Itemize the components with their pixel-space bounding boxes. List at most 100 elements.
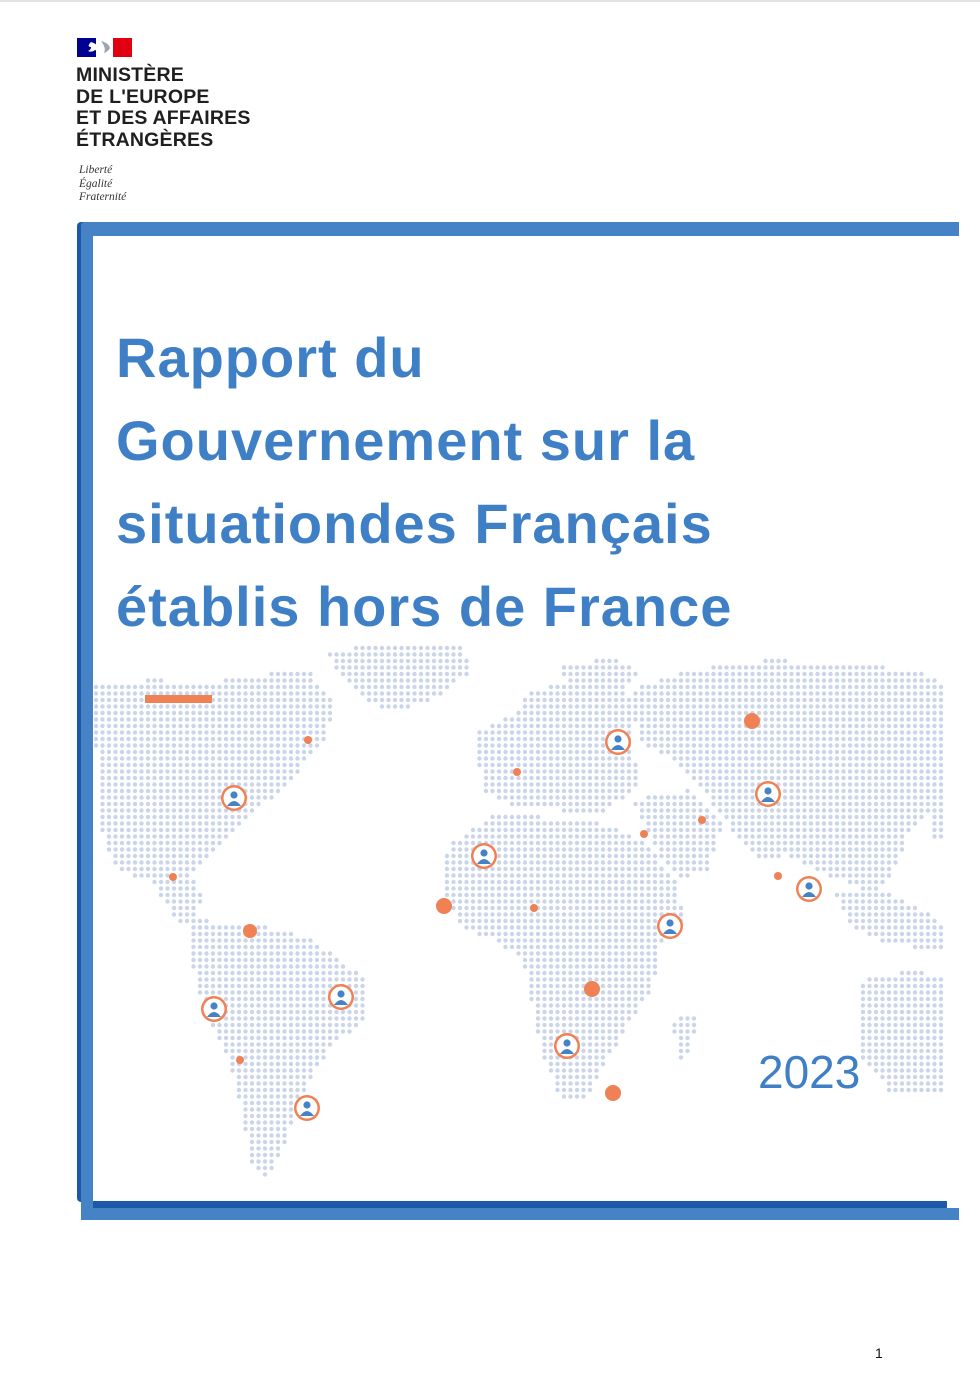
map-dot xyxy=(197,847,203,852)
map-dot xyxy=(106,788,112,794)
map-dot xyxy=(256,1022,261,1028)
map-dot xyxy=(581,892,586,898)
map-dot xyxy=(191,912,196,917)
map-dot xyxy=(210,951,216,956)
map-dot xyxy=(262,957,268,963)
map-dot xyxy=(795,775,801,781)
map-dot xyxy=(893,697,898,703)
map-dot xyxy=(535,717,541,722)
map-dot xyxy=(600,730,606,735)
map-dot xyxy=(191,847,196,852)
map-dot xyxy=(230,775,235,781)
map-dot xyxy=(620,762,625,768)
map-dot xyxy=(288,762,294,768)
map-dot xyxy=(873,684,879,690)
map-dot xyxy=(106,684,112,690)
map-dot xyxy=(841,905,846,911)
map-dot xyxy=(854,879,859,885)
map-dot xyxy=(756,756,762,761)
map-dot xyxy=(815,678,820,683)
map-dot xyxy=(542,697,547,703)
map-dot xyxy=(106,769,112,774)
map-dot xyxy=(886,736,892,742)
map-dot xyxy=(893,1003,898,1008)
map-dot xyxy=(236,704,242,709)
map-dot xyxy=(847,769,853,774)
map-dot xyxy=(178,827,183,833)
map-dot xyxy=(633,931,638,937)
map-dot xyxy=(912,782,918,787)
map-dot xyxy=(633,847,638,852)
map-dot xyxy=(555,691,560,696)
map-dot xyxy=(704,808,710,813)
map-dot xyxy=(373,684,378,690)
map-dot xyxy=(860,684,866,690)
map-dot xyxy=(542,866,547,872)
map-dot xyxy=(756,678,762,683)
map-dot xyxy=(249,1003,255,1008)
map-dot xyxy=(633,925,638,930)
map-dot xyxy=(93,697,99,703)
map-dot xyxy=(542,691,547,696)
map-dot xyxy=(607,951,612,956)
map-dot xyxy=(867,1061,872,1067)
map-dot xyxy=(152,769,157,774)
map-dot xyxy=(243,1022,248,1028)
map-dot xyxy=(230,1009,235,1015)
map-dot xyxy=(873,814,879,820)
map-dot xyxy=(821,691,827,696)
map-dot xyxy=(880,769,885,774)
map-dot xyxy=(880,762,885,768)
map-dot xyxy=(808,795,814,800)
map-dot xyxy=(639,736,645,742)
map-dot xyxy=(165,782,170,787)
map-dot xyxy=(880,990,885,995)
map-dot xyxy=(672,905,677,911)
map-dot xyxy=(906,1074,911,1080)
map-dot xyxy=(217,964,222,969)
map-dot xyxy=(230,996,235,1002)
map-dot xyxy=(626,944,632,950)
map-dot xyxy=(464,847,469,852)
map-dot xyxy=(295,1074,300,1080)
map-dot xyxy=(769,853,775,859)
map-dot xyxy=(132,840,138,846)
map-dot xyxy=(568,1016,573,1021)
map-dot xyxy=(659,886,664,891)
map-dot xyxy=(269,964,274,969)
map-dot xyxy=(490,892,495,898)
map-dot xyxy=(899,938,905,943)
map-dot xyxy=(529,743,534,748)
map-dot xyxy=(262,717,268,722)
map-dot xyxy=(711,834,716,839)
map-dot xyxy=(184,821,190,826)
map-dot xyxy=(288,775,294,781)
map-dot xyxy=(873,756,879,761)
map-dot xyxy=(607,834,612,839)
map-dot xyxy=(301,1087,307,1093)
map-dot xyxy=(906,723,911,729)
map-dot xyxy=(204,801,209,807)
map-dot xyxy=(184,775,190,781)
map-dot xyxy=(243,730,248,735)
map-dot xyxy=(776,769,781,774)
map-dot xyxy=(698,691,703,696)
map-dot xyxy=(925,912,931,917)
map-dot xyxy=(860,1035,866,1041)
map-dot xyxy=(197,821,203,826)
map-dot xyxy=(600,996,606,1002)
map-dot xyxy=(581,879,586,885)
map-dot xyxy=(581,873,586,878)
map-dot xyxy=(919,678,924,683)
map-dot xyxy=(620,717,625,722)
map-dot xyxy=(763,678,768,683)
map-dot xyxy=(275,1100,281,1106)
map-dot xyxy=(509,866,515,872)
map-dot xyxy=(828,717,833,722)
map-dot xyxy=(327,652,333,657)
map-dot xyxy=(165,762,170,768)
map-dot xyxy=(256,925,261,930)
map-dot xyxy=(295,970,300,976)
map-dot xyxy=(275,736,281,742)
map-dot xyxy=(860,905,866,911)
